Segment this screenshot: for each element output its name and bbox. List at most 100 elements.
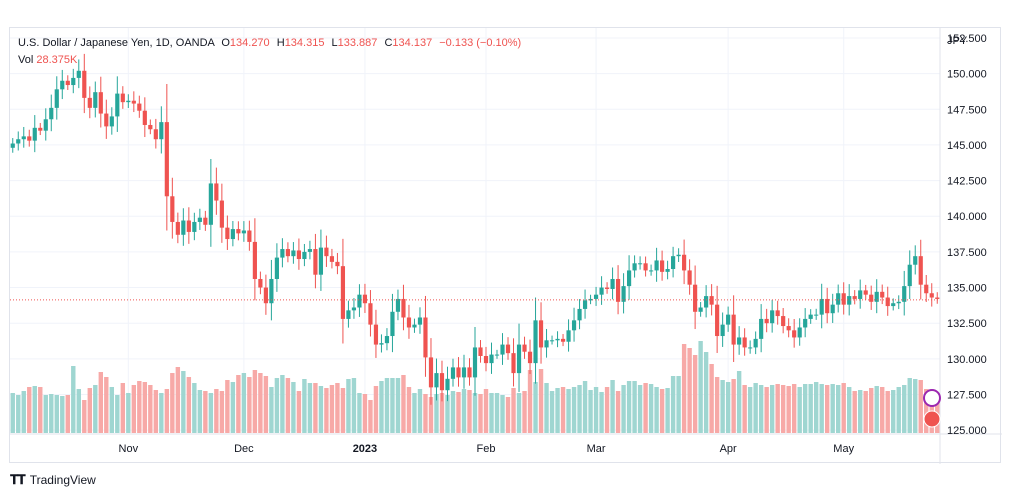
candle-body[interactable] <box>362 294 368 304</box>
candle-body[interactable] <box>384 336 390 344</box>
candle-body[interactable] <box>390 311 395 337</box>
candle-body[interactable] <box>775 310 780 317</box>
candle-body[interactable] <box>230 229 235 240</box>
candle-body[interactable] <box>571 320 577 331</box>
candle-body[interactable] <box>698 307 703 312</box>
candle-body[interactable] <box>720 324 725 337</box>
candle-body[interactable] <box>21 136 26 140</box>
candle-body[interactable] <box>263 287 268 304</box>
candle-body[interactable] <box>412 324 417 328</box>
candle-body[interactable] <box>709 296 714 305</box>
candle-body[interactable] <box>891 303 896 307</box>
candle-body[interactable] <box>544 340 549 348</box>
candle-body[interactable] <box>781 316 786 327</box>
candle-body[interactable] <box>423 317 428 358</box>
candle-body[interactable] <box>445 378 450 391</box>
candle-body[interactable] <box>582 300 588 309</box>
candle-body[interactable] <box>131 100 136 104</box>
candle-body[interactable] <box>885 297 890 307</box>
candle-body[interactable] <box>225 227 230 240</box>
candle-body[interactable] <box>786 326 791 331</box>
candle-body[interactable] <box>505 344 511 354</box>
candle-body[interactable] <box>797 327 802 338</box>
symbol-title[interactable]: U.S. Dollar / Japanese Yen, 1D, OANDA <box>18 37 215 49</box>
candle-body[interactable] <box>896 301 901 304</box>
candle-body[interactable] <box>43 119 48 131</box>
candle-body[interactable] <box>406 317 412 328</box>
candle-body[interactable] <box>825 298 830 314</box>
economic-event-flag-icon[interactable] <box>923 410 941 428</box>
candle-body[interactable] <box>588 298 593 301</box>
candle-body[interactable] <box>615 278 621 302</box>
candle-body[interactable] <box>516 344 522 374</box>
candle-body[interactable] <box>104 113 109 127</box>
candle-body[interactable] <box>10 143 15 148</box>
candle-body[interactable] <box>137 103 142 111</box>
candle-body[interactable] <box>109 116 114 127</box>
candle-body[interactable] <box>836 293 841 305</box>
candle-body[interactable] <box>379 343 384 345</box>
candle-body[interactable] <box>913 256 918 265</box>
candle-body[interactable] <box>500 344 505 355</box>
candle-body[interactable] <box>148 124 153 130</box>
candle-body[interactable] <box>351 307 357 311</box>
candle-body[interactable] <box>808 314 813 319</box>
candle-body[interactable] <box>87 97 92 108</box>
candle-body[interactable] <box>126 100 131 103</box>
candle-body[interactable] <box>742 337 747 348</box>
candle-body[interactable] <box>665 269 670 272</box>
candle-body[interactable] <box>863 290 868 295</box>
candle-body[interactable] <box>693 284 698 312</box>
candle-body[interactable] <box>82 70 87 98</box>
candle-body[interactable] <box>726 314 731 325</box>
candle-body[interactable] <box>748 347 753 349</box>
candle-body[interactable] <box>27 136 32 141</box>
candle-body[interactable] <box>682 254 687 271</box>
candle-body[interactable] <box>115 93 120 117</box>
candle-body[interactable] <box>258 278 263 288</box>
candle-body[interactable] <box>671 256 676 270</box>
candle-body[interactable] <box>753 338 758 348</box>
candle-body[interactable] <box>770 310 775 324</box>
candle-body[interactable] <box>241 230 246 234</box>
candle-body[interactable] <box>549 340 555 342</box>
candle-body[interactable] <box>527 351 533 364</box>
candle-body[interactable] <box>346 310 351 319</box>
candle-body[interactable] <box>874 291 879 302</box>
candle-body[interactable] <box>329 256 335 262</box>
candle-body[interactable] <box>181 220 186 235</box>
candle-body[interactable] <box>483 355 489 364</box>
candle-body[interactable] <box>467 367 472 378</box>
candle-body[interactable] <box>153 129 158 140</box>
candle-body[interactable] <box>907 264 912 287</box>
candle-body[interactable] <box>478 347 483 356</box>
candle-body[interactable] <box>203 217 208 225</box>
candle-body[interactable] <box>291 250 296 257</box>
candle-body[interactable] <box>902 286 907 302</box>
candle-body[interactable] <box>654 260 659 271</box>
candle-body[interactable] <box>577 308 582 321</box>
candle-body[interactable] <box>731 314 736 345</box>
candle-body[interactable] <box>71 77 76 86</box>
candle-body[interactable] <box>819 298 824 315</box>
chart-frame[interactable]: JPY 152.500 150.000 147.500 145.000 142.500 14… <box>9 27 1002 464</box>
candle-body[interactable] <box>417 317 423 325</box>
candle-body[interactable] <box>792 330 797 338</box>
candle-body[interactable] <box>852 296 857 299</box>
candle-body[interactable] <box>269 278 274 304</box>
candle-body[interactable] <box>142 110 147 125</box>
candle-body[interactable] <box>318 247 324 275</box>
candle-body[interactable] <box>76 70 81 78</box>
candle-body[interactable] <box>637 263 643 265</box>
candle-body[interactable] <box>450 367 456 379</box>
volume-label[interactable]: Vol <box>18 54 34 66</box>
candle-body[interactable] <box>621 286 626 302</box>
candle-body[interactable] <box>186 220 191 232</box>
candle-body[interactable] <box>560 338 566 342</box>
candle-body[interactable] <box>214 183 219 201</box>
candle-body[interactable] <box>274 257 279 279</box>
candle-body[interactable] <box>456 367 461 378</box>
candle-body[interactable] <box>522 344 527 352</box>
candle-body[interactable] <box>924 284 929 294</box>
